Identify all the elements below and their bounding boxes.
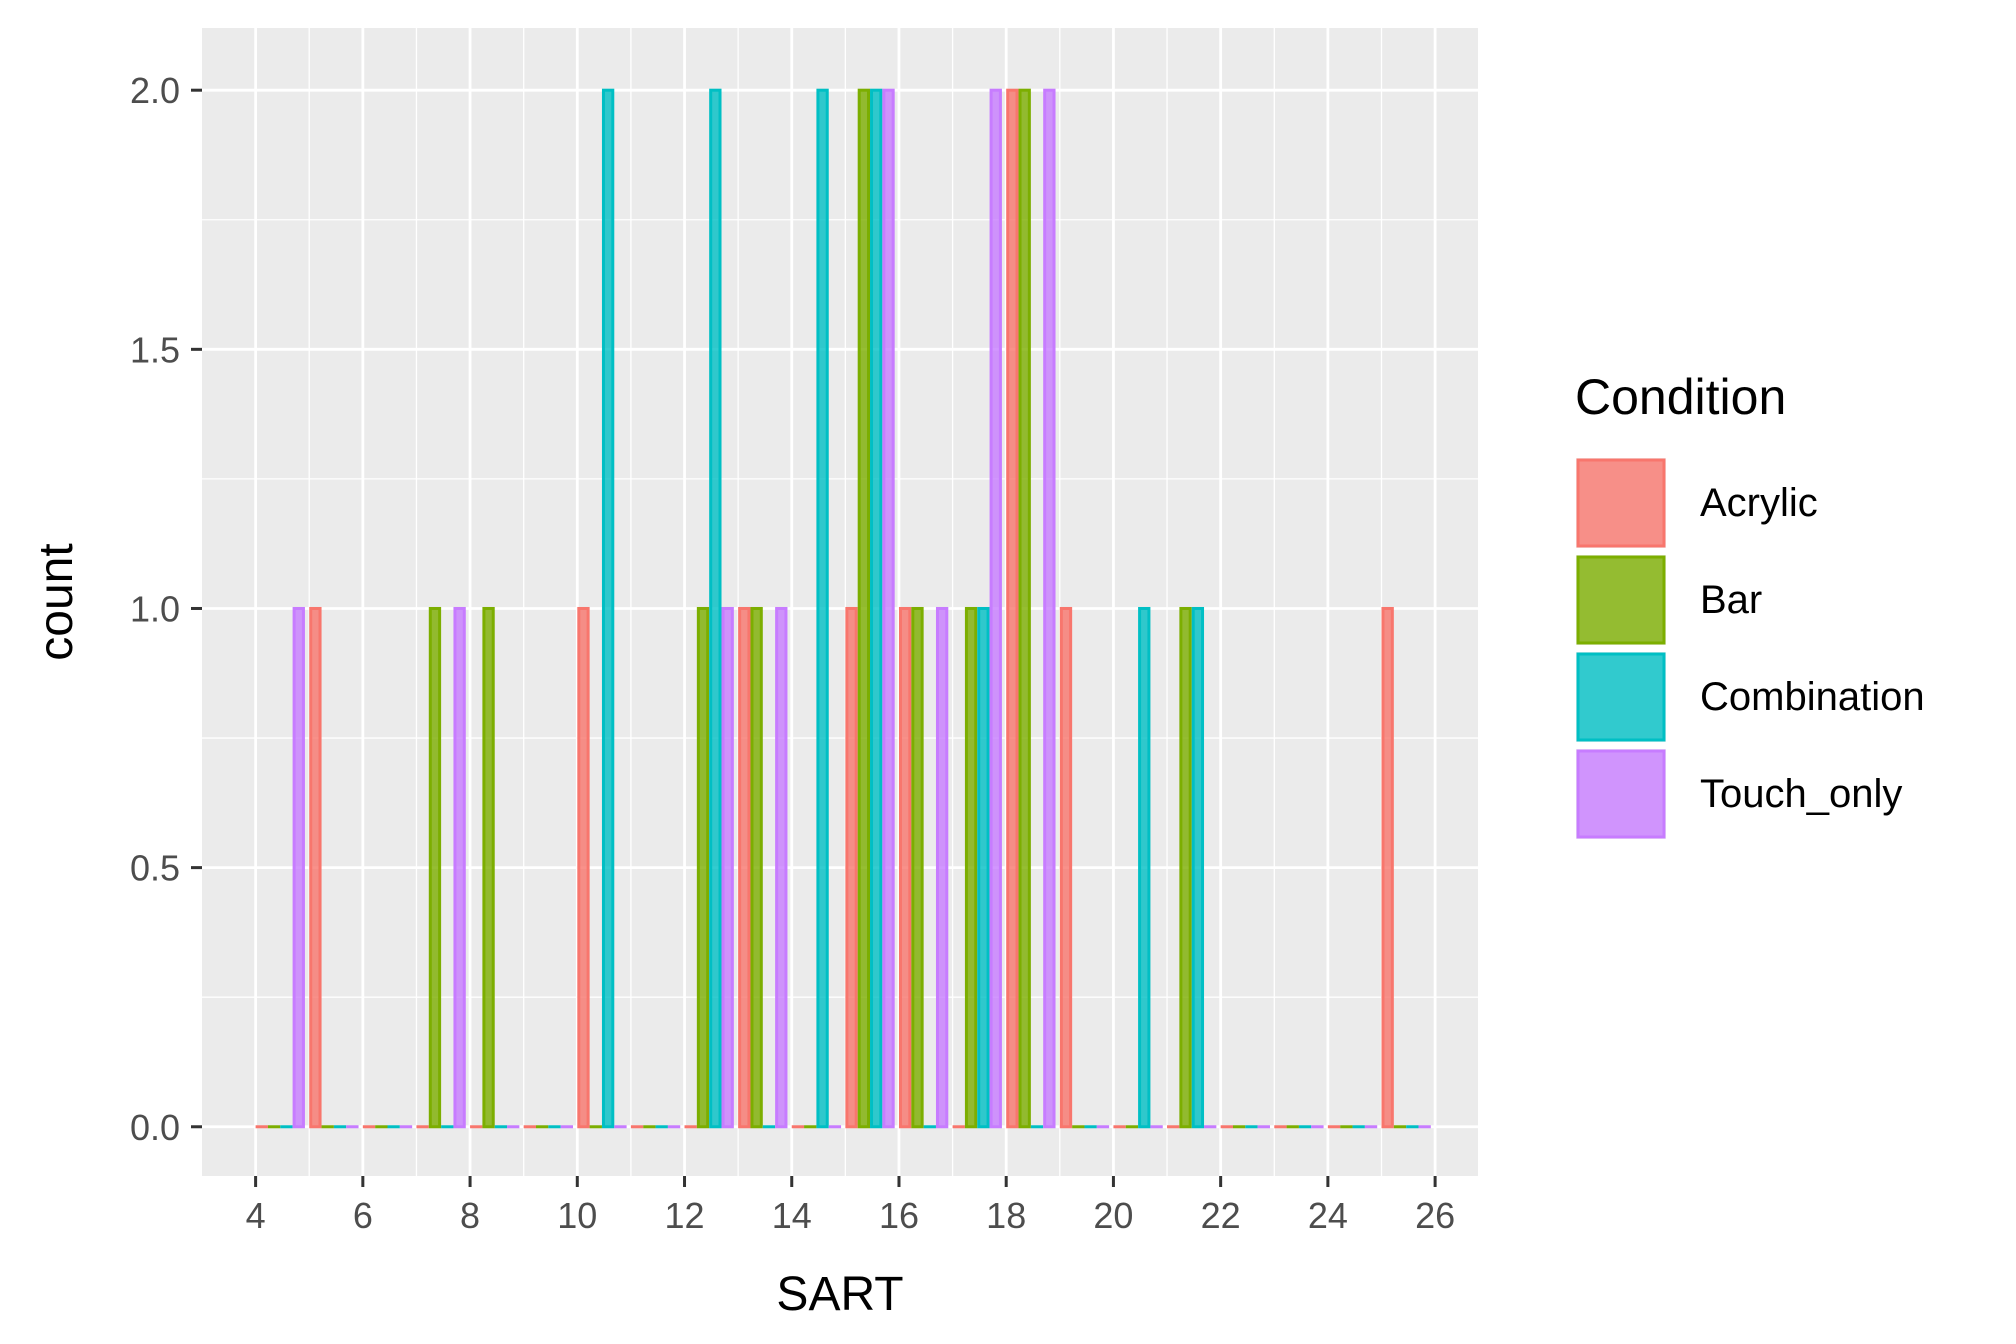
axes: 4 6 8 10 12 14 16 18 20 22 24 26 0.0 0.5 1.0 1.5 2.0 [130, 70, 1455, 1236]
bar-bar [482, 606, 495, 1129]
bar-bar [964, 606, 978, 1129]
x-tick-label: 10 [557, 1195, 597, 1236]
bar-combination [1191, 606, 1205, 1129]
bar-bar [857, 88, 871, 1129]
bar-touch_only [453, 606, 466, 1129]
y-tick-label: 1.5 [130, 329, 180, 370]
y-axis-title: count [30, 543, 83, 660]
bar-bar [911, 606, 924, 1129]
y-tick-label: 1.0 [130, 588, 180, 629]
bar-touch_only [775, 606, 788, 1129]
bar-combination [709, 88, 722, 1129]
bar-combination [870, 88, 883, 1129]
bar-combination [816, 88, 829, 1129]
bars [255, 88, 1431, 1129]
legend-label: Bar [1700, 578, 1762, 622]
bar-touch_only [721, 606, 734, 1129]
plot-panel [202, 28, 1478, 1176]
y-tick-label: 0.5 [130, 848, 180, 889]
bar-bar [1018, 88, 1031, 1129]
legend-title: Condition [1575, 369, 1786, 425]
bar-touch_only [935, 606, 949, 1129]
bar-acrylic [309, 606, 322, 1129]
bar-acrylic [1381, 606, 1394, 1129]
x-tick-label: 4 [246, 1195, 266, 1236]
bar-combination [1138, 606, 1151, 1129]
x-tick-label: 26 [1415, 1195, 1455, 1236]
bar-combination [601, 88, 615, 1129]
bar-acrylic [577, 606, 590, 1129]
y-tick-label: 0.0 [130, 1107, 180, 1148]
x-tick-label: 8 [460, 1195, 480, 1236]
legend-label: Touch_only [1700, 772, 1902, 816]
bar-bar [750, 606, 763, 1129]
legend-key-combination [1576, 652, 1666, 742]
legend-label: Acrylic [1700, 481, 1818, 525]
bar-acrylic [898, 606, 912, 1129]
bar-touch_only [1043, 88, 1056, 1129]
x-tick-label: 22 [1201, 1195, 1241, 1236]
x-tick-label: 18 [986, 1195, 1026, 1236]
y-tick-label: 2.0 [130, 70, 180, 111]
x-tick-label: 14 [772, 1195, 812, 1236]
x-tick-label: 6 [353, 1195, 373, 1236]
x-tick-label: 12 [664, 1195, 704, 1236]
legend-key-touch_only [1576, 749, 1666, 839]
bar-bar [696, 606, 710, 1129]
x-tick-label: 24 [1308, 1195, 1348, 1236]
bar-acrylic [1006, 88, 1019, 1129]
bar-touch_only [292, 606, 305, 1129]
legend-label: Combination [1700, 675, 1925, 719]
bar-acrylic [845, 606, 858, 1129]
bar-touch_only [989, 88, 1002, 1129]
legend-key-bar [1576, 555, 1666, 645]
bar-acrylic [1059, 606, 1073, 1129]
x-tick-label: 16 [879, 1195, 919, 1236]
x-axis-title: SART [776, 1268, 903, 1321]
legend-key-acrylic [1576, 458, 1666, 548]
bar-touch_only [882, 88, 895, 1129]
legend: Condition Acrylic Bar Combination Touch_onl… [1575, 369, 1925, 839]
x-tick-label: 20 [1093, 1195, 1133, 1236]
bar-acrylic [738, 606, 751, 1129]
bar-bar [428, 606, 442, 1129]
bar-combination [977, 606, 990, 1129]
bar-bar [1179, 606, 1192, 1129]
